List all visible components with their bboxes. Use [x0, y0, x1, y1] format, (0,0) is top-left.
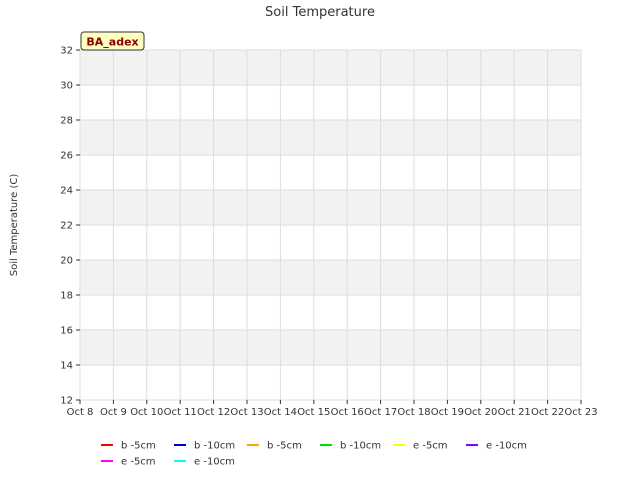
x-tick-label: Oct 10 — [130, 407, 163, 418]
x-tick-label: Oct 18 — [397, 407, 430, 418]
x-axis-ticks: Oct 8 Oct 9 Oct 10 Oct 11 Oct 12 Oct 13 Oct 14… — [67, 400, 598, 418]
y-tick-label: 14 — [60, 361, 73, 372]
x-tick-label: Oct 16 — [331, 407, 364, 418]
legend-item: e -5cm — [393, 441, 448, 452]
x-tick-label: Oct 12 — [197, 407, 230, 418]
background-band — [80, 260, 581, 295]
y-tick-label: 22 — [60, 221, 73, 232]
y-tick-label: 32 — [60, 46, 73, 57]
x-tick-label: Oct 19 — [431, 407, 464, 418]
station-badge: BA_adex — [80, 31, 145, 51]
legend-item: e -5cm — [101, 457, 156, 468]
plot-background-bands — [80, 50, 581, 400]
legend-label: b -10cm — [194, 441, 235, 452]
legend-item: b -5cm — [247, 441, 302, 452]
background-band — [80, 120, 581, 155]
legend-label: e -10cm — [194, 457, 235, 468]
x-tick-label: Oct 15 — [297, 407, 330, 418]
background-band — [80, 295, 581, 330]
legend-item: b -10cm — [174, 441, 235, 452]
x-tick-label: Oct 9 — [100, 407, 127, 418]
y-tick-label: 20 — [60, 256, 73, 267]
legend-label: b -5cm — [267, 441, 302, 452]
legend-label: b -5cm — [121, 441, 156, 452]
station-badge-box — [80, 31, 145, 51]
x-tick-label: Oct 22 — [531, 407, 564, 418]
legend-item: b -5cm — [101, 441, 156, 452]
x-tick-label: Oct 20 — [464, 407, 497, 418]
background-band — [80, 85, 581, 120]
y-tick-label: 18 — [60, 291, 73, 302]
x-tick-label: Oct 14 — [264, 407, 297, 418]
y-tick-label: 16 — [60, 326, 73, 337]
background-band — [80, 50, 581, 85]
y-tick-label: 28 — [60, 116, 73, 127]
y-tick-label: 30 — [60, 81, 73, 92]
legend-label: b -10cm — [340, 441, 381, 452]
x-tick-label: Oct 17 — [364, 407, 397, 418]
x-tick-label: Oct 8 — [67, 407, 94, 418]
legend: b -5cm b -10cm b -5cm b -10cm e -5cm e -10cm e… — [101, 441, 527, 468]
y-tick-label: 12 — [60, 396, 73, 407]
background-band — [80, 330, 581, 365]
x-tick-label: Oct 21 — [498, 407, 531, 418]
y-tick-label: 26 — [60, 151, 73, 162]
grid-lines — [79, 49, 582, 401]
legend-item: b -10cm — [320, 441, 381, 452]
x-tick-label: Oct 11 — [164, 407, 197, 418]
y-tick-label: 24 — [60, 186, 73, 197]
legend-item: e -10cm — [174, 457, 235, 468]
legend-item: e -10cm — [466, 441, 527, 452]
chart-title: Soil Temperature — [265, 5, 375, 20]
y-axis-ticks: 12 14 16 18 20 22 24 26 28 30 32 — [60, 46, 80, 407]
background-band — [80, 225, 581, 260]
x-tick-label: Oct 13 — [230, 407, 263, 418]
station-badge-label: BA_adex — [86, 36, 138, 49]
background-band — [80, 155, 581, 190]
legend-label: e -5cm — [121, 457, 156, 468]
legend-label: e -10cm — [486, 441, 527, 452]
x-tick-label: Oct 23 — [564, 407, 597, 418]
y-axis-label: Soil Temperature (C) — [9, 174, 20, 277]
background-band — [80, 365, 581, 400]
legend-label: e -5cm — [413, 441, 448, 452]
background-band — [80, 190, 581, 225]
